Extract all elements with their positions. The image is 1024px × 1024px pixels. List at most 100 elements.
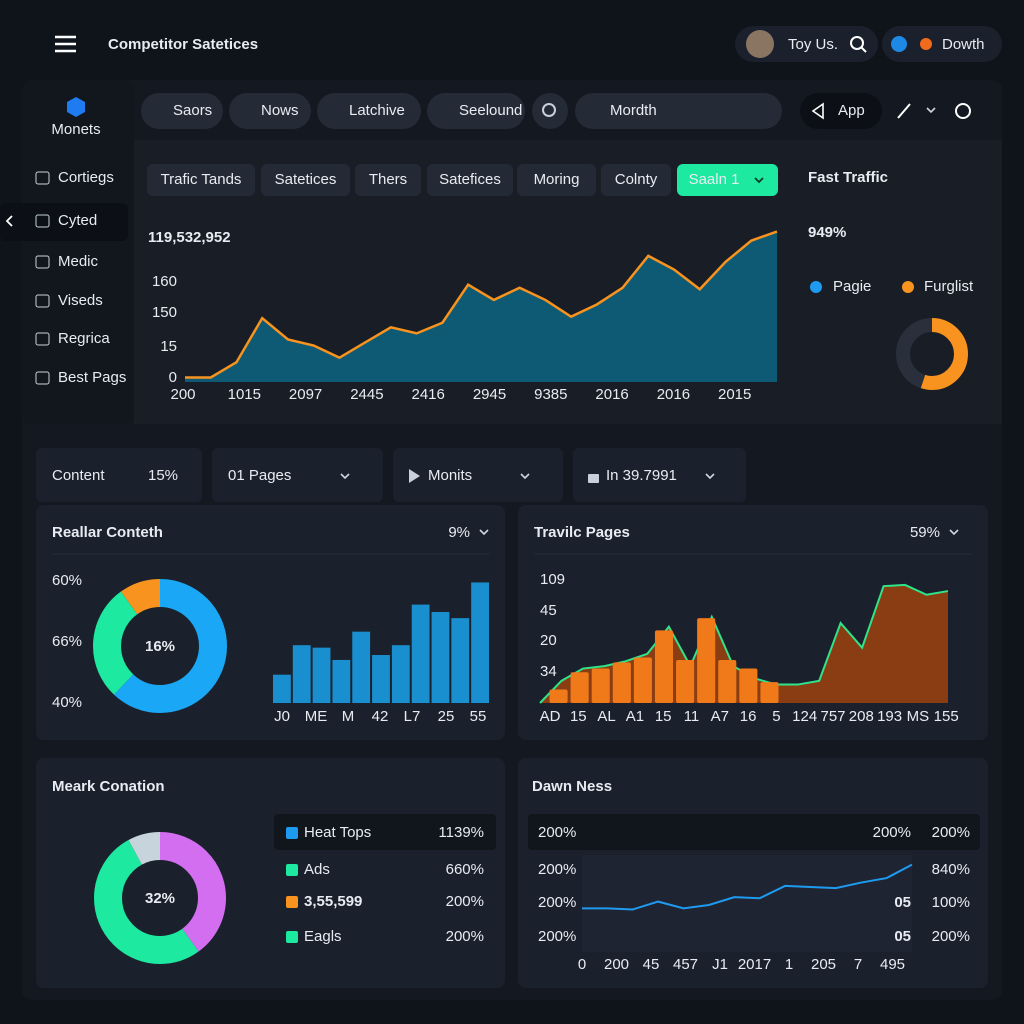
bar: [570, 672, 589, 703]
filter-tab[interactable]: [261, 164, 350, 196]
x-tick-label: 2445: [350, 386, 383, 403]
sidebar-active: [0, 203, 128, 241]
selector-label: Monits: [428, 467, 472, 484]
table-name: Heat Tops: [304, 824, 371, 841]
filter-tab[interactable]: [601, 164, 671, 196]
header-label: 200%: [932, 824, 970, 841]
filter-tab-label: Moring: [534, 171, 580, 188]
y-tick-label: 160: [152, 273, 177, 290]
app-button[interactable]: [800, 93, 882, 129]
green-label: 05: [894, 928, 911, 945]
filter-tab[interactable]: [517, 164, 596, 196]
bar: [372, 655, 390, 703]
y2-tick-label: 840%: [932, 861, 970, 878]
filter-tab-label: Trafic Tands: [161, 171, 242, 188]
chevron: [340, 473, 350, 480]
selector[interactable]: [212, 448, 383, 502]
selector-value: 15%: [148, 467, 178, 484]
sidebar: [22, 80, 134, 424]
sidebar-icon: [35, 255, 50, 269]
toolbar-tab[interactable]: [229, 93, 311, 129]
green-label: 05: [894, 894, 911, 911]
toolbar-tab-label: Seelound: [459, 102, 522, 119]
toolbar-tab[interactable]: [427, 93, 525, 129]
filter-tab[interactable]: [355, 164, 421, 196]
toolbar-tab[interactable]: [317, 93, 421, 129]
x-tick-label: 200: [604, 956, 629, 973]
x-tick-label: 9385: [534, 386, 567, 403]
y-tick-label: 200%: [538, 861, 576, 878]
selector-label: 01 Pages: [228, 467, 291, 484]
filter-tab-label: Thers: [369, 171, 407, 188]
donut-segment: [896, 318, 968, 390]
y-tick-label: 0: [169, 369, 177, 386]
sidebar-item: Medic: [58, 253, 99, 270]
table-name: Ads: [304, 861, 330, 878]
filter-tab[interactable]: [147, 164, 255, 196]
sidebar-icon: [35, 294, 50, 308]
chevron: [949, 529, 959, 536]
filter-active[interactable]: [677, 164, 778, 196]
selector-label: Content: [52, 467, 105, 484]
x-tick-label: 5: [772, 708, 780, 725]
filter-tab-label: Satetices: [275, 171, 337, 188]
table-header: [274, 814, 496, 850]
search-button[interactable]: [532, 93, 568, 129]
x-tick-label: 2016: [595, 386, 628, 403]
chevron: [520, 473, 530, 480]
x-tick-label: 457: [673, 956, 698, 973]
panel-title: Reallar Conteth: [52, 524, 163, 541]
plot-area: [582, 855, 912, 952]
toolbar-tab[interactable]: [141, 93, 223, 129]
filter-tab[interactable]: [427, 164, 513, 196]
legend-dot: [810, 281, 822, 293]
avatar: [746, 30, 774, 58]
bar: [676, 659, 695, 703]
action-label: Dowth: [942, 36, 985, 53]
x-tick-label: 495: [880, 956, 905, 973]
x-tick-label: 205: [811, 956, 836, 973]
donut-segment: [94, 832, 226, 964]
filter-tab-label: Satefices: [439, 171, 501, 188]
y-tick-label: 15: [160, 338, 177, 355]
filter-tab-label: Colnty: [615, 171, 658, 188]
toolbar-tab-label: Nows: [261, 102, 299, 119]
refresh-icon[interactable]: [955, 103, 971, 119]
bar: [739, 668, 758, 703]
bar: [332, 659, 351, 703]
search-icon: [860, 46, 867, 53]
page-title: Competitor Satetices: [108, 36, 258, 53]
bar: [411, 604, 430, 703]
area-line: [185, 230, 778, 379]
bar: [633, 657, 652, 703]
legend-label: Furglist: [924, 278, 974, 295]
selector[interactable]: [393, 448, 563, 502]
header-label: 200%: [538, 824, 576, 841]
panel-title: Meark Conation: [52, 778, 165, 795]
bar: [654, 630, 674, 703]
line: [582, 863, 913, 911]
action-pill[interactable]: [882, 26, 1002, 62]
toolbar-tab-label: Saors: [173, 102, 212, 119]
bar: [718, 659, 737, 703]
user-pill[interactable]: [735, 26, 878, 62]
tool-icon[interactable]: [897, 103, 911, 119]
back-arrow: [5, 215, 13, 227]
panel-title: Dawn Ness: [532, 778, 612, 795]
sidebar-item: Best Pags: [58, 369, 126, 386]
brand-name: Monets: [51, 121, 100, 138]
x-tick-label: ME: [305, 708, 328, 725]
legend-swatch: [286, 864, 298, 876]
selector[interactable]: [573, 448, 746, 502]
bar: [697, 618, 716, 703]
bar: [549, 689, 568, 703]
selector[interactable]: [36, 448, 202, 502]
search-box[interactable]: [575, 93, 782, 129]
bar: [273, 674, 291, 703]
panel-title: Fast Traffic: [808, 169, 888, 186]
search-icon: [850, 36, 864, 50]
x-tick-label: J0: [274, 708, 290, 725]
table-value: 660%: [446, 861, 484, 878]
app-label: App: [838, 102, 865, 119]
bar: [471, 582, 489, 703]
